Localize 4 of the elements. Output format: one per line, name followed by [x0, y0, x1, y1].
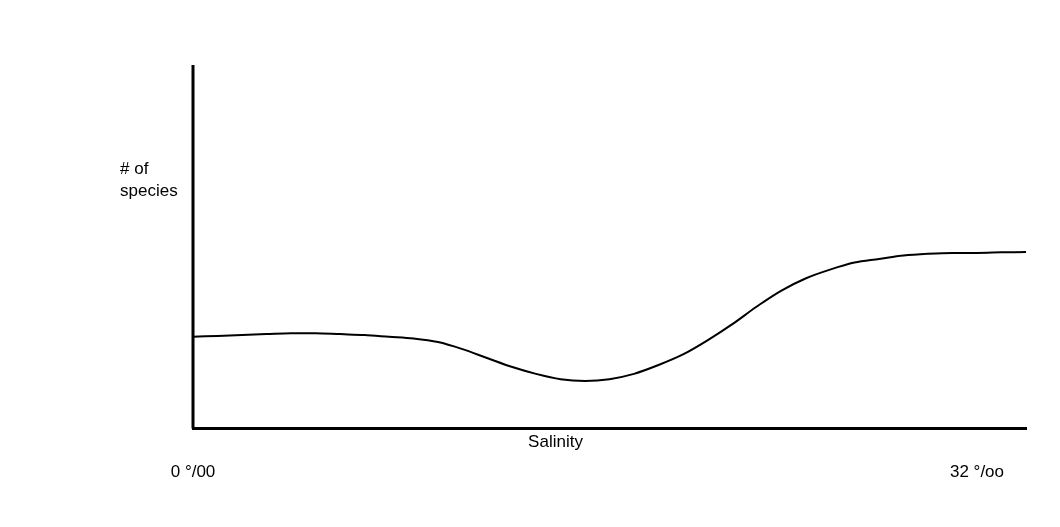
x-tick-label: 32 °/oo	[949, 462, 1005, 482]
y-axis-title: # of species	[120, 158, 178, 202]
x-axis-title: Salinity	[527, 432, 584, 452]
x-tick-label: 0 °/00	[170, 462, 216, 482]
